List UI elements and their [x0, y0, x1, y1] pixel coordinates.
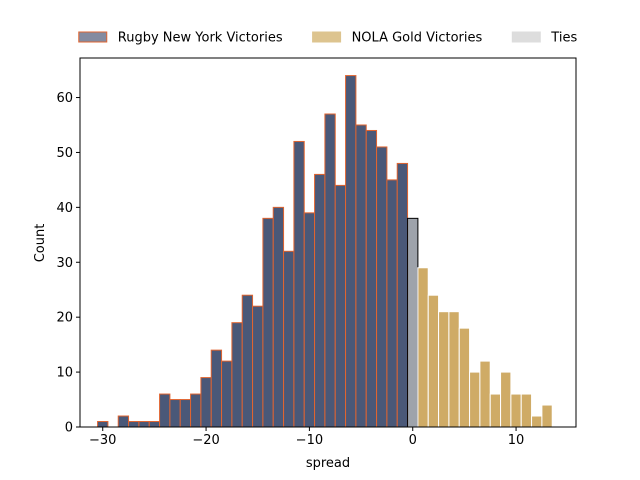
bar-rugby-new-york-victories: [355, 124, 367, 428]
bar-rugby-new-york-victories: [117, 415, 130, 428]
bar-rugby-new-york-victories: [97, 421, 109, 428]
bar-rugby-new-york-victories: [200, 377, 212, 428]
x-tick-label: −20: [192, 433, 219, 448]
bar-nola-gold-victories: [510, 393, 522, 428]
bar-rugby-new-york-victories: [262, 217, 274, 428]
bar-rugby-new-york-victories: [324, 113, 336, 428]
bar-nola-gold-victories: [489, 393, 502, 428]
bar-nola-gold-victories: [458, 327, 471, 428]
bar-rugby-new-york-victories: [345, 75, 357, 428]
histogram-bars: [97, 75, 553, 428]
legend-label: NOLA Gold Victories: [352, 31, 483, 46]
bar-rugby-new-york-victories: [252, 305, 264, 428]
bar-rugby-new-york-victories: [138, 421, 150, 428]
legend-label: Ties: [550, 31, 577, 46]
bar-nola-gold-victories: [500, 371, 512, 428]
bar-rugby-new-york-victories: [241, 294, 254, 428]
y-axis-label: Count: [33, 224, 48, 263]
bar-rugby-new-york-victories: [396, 162, 409, 428]
bar-rugby-new-york-victories: [179, 399, 192, 428]
y-tick-label: 50: [56, 146, 73, 161]
bar-rugby-new-york-victories: [334, 184, 347, 428]
legend-item-ties: Ties: [511, 31, 577, 46]
legend-swatch: [78, 31, 108, 43]
bar-nola-gold-victories: [520, 393, 533, 428]
bar-rugby-new-york-victories: [159, 393, 171, 428]
legend-swatch: [511, 31, 541, 43]
bar-rugby-new-york-victories: [169, 399, 181, 428]
bar-nola-gold-victories: [448, 311, 460, 428]
y-axis: 0 10 20 30 40 50 60: [56, 91, 80, 436]
y-tick-label: 40: [56, 201, 73, 216]
plot-area-frame: [79, 57, 577, 428]
x-axis-label: spread: [306, 456, 350, 471]
bar-nola-gold-victories: [479, 360, 491, 428]
bar-rugby-new-york-victories: [272, 206, 285, 428]
bar-rugby-new-york-victories: [283, 250, 295, 428]
x-tick-label: −10: [296, 433, 323, 448]
bar-rugby-new-york-victories: [376, 146, 388, 428]
bar-nola-gold-victories: [417, 267, 429, 428]
bar-nola-gold-victories: [427, 294, 440, 428]
x-tick-label: 10: [508, 433, 525, 448]
y-tick-label: 30: [56, 256, 73, 271]
y-tick-label: 60: [56, 91, 73, 106]
bar-nola-gold-victories: [469, 371, 481, 428]
bar-rugby-new-york-victories: [210, 349, 223, 428]
y-tick-label: 20: [56, 311, 73, 326]
bar-rugby-new-york-victories: [148, 421, 161, 428]
legend: Rugby New York Victories NOLA Gold Victor…: [78, 31, 577, 46]
bar-rugby-new-york-victories: [365, 129, 378, 428]
bar-nola-gold-victories: [531, 415, 543, 428]
bar-rugby-new-york-victories: [190, 393, 202, 428]
bar-nola-gold-victories: [438, 311, 450, 428]
bar-rugby-new-york-victories: [386, 179, 398, 428]
x-tick-label: 0: [409, 433, 417, 448]
bar-ties: [407, 217, 419, 428]
legend-item-rugby-new-york-victories: Rugby New York Victories: [78, 31, 283, 46]
bar-nola-gold-victories: [541, 404, 553, 428]
bar-rugby-new-york-victories: [128, 421, 140, 428]
legend-label: Rugby New York Victories: [118, 31, 283, 46]
bar-rugby-new-york-victories: [231, 322, 243, 428]
x-axis: −30 −20 −10 0 10: [89, 427, 524, 448]
bar-rugby-new-york-victories: [303, 212, 316, 428]
legend-item-nola-gold-victories: NOLA Gold Victories: [312, 31, 483, 46]
y-tick-label: 0: [65, 421, 73, 436]
y-tick-label: 10: [56, 366, 73, 381]
bar-rugby-new-york-victories: [314, 173, 326, 428]
bar-rugby-new-york-victories: [293, 140, 305, 428]
bar-rugby-new-york-victories: [221, 360, 233, 428]
legend-swatch: [312, 31, 342, 43]
x-tick-label: −30: [89, 433, 116, 448]
